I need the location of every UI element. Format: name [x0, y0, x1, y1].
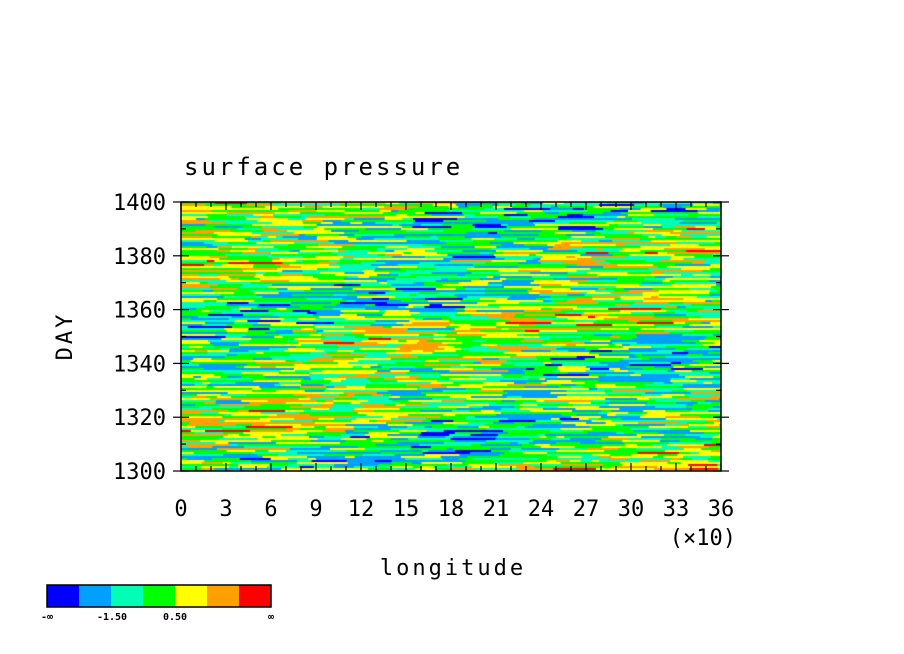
colorbar-label: -1.50: [97, 612, 127, 623]
colorbar-swatch: [47, 585, 79, 607]
x-tick-label: 12: [348, 497, 375, 522]
x-tick-label: 6: [264, 497, 277, 522]
y-tick-label: 1340: [113, 352, 166, 377]
colorbar-swatch: [111, 585, 143, 607]
heatmap-field: [181, 202, 721, 471]
x-tick-label: 24: [528, 497, 555, 522]
y-tick-label: 1320: [113, 406, 166, 431]
x-tick-label: 30: [618, 497, 645, 522]
colorbar-swatch: [207, 585, 239, 607]
chart-title: surface pressure: [184, 153, 463, 181]
colorbar-label: -∞: [41, 612, 53, 623]
x-tick-label: 33: [663, 497, 690, 522]
colorbar-swatch: [79, 585, 111, 607]
x-tick-label: 36: [708, 497, 735, 522]
colorbar-label: ∞: [268, 612, 274, 623]
y-tick-label: 1360: [113, 299, 166, 324]
y-tick-label: 1400: [113, 191, 166, 216]
x-multiplier-label: (×10): [670, 526, 736, 551]
colorbar: -∞ -1.50 0.50 ∞: [41, 584, 274, 623]
y-tick-label: 1300: [113, 460, 166, 485]
x-axis: 0 3 6 9 12 15 18 21 24 27 30 33 36: [174, 202, 734, 522]
x-tick-label: 15: [393, 497, 420, 522]
colorbar-swatch: [239, 585, 271, 607]
x-tick-label: 0: [174, 497, 187, 522]
x-tick-label: 27: [573, 497, 600, 522]
colorbar-label: 0.50: [163, 612, 187, 623]
colorbar-swatch: [143, 585, 175, 607]
colorbar-swatch: [175, 585, 207, 607]
x-tick-label: 21: [483, 497, 510, 522]
x-tick-label: 9: [309, 497, 322, 522]
x-tick-label: 3: [219, 497, 232, 522]
y-tick-label: 1380: [113, 245, 166, 270]
x-tick-label: 18: [438, 497, 465, 522]
x-axis-label: longitude: [380, 556, 526, 581]
heatmap-image: [181, 202, 721, 471]
y-axis: 1300 1320 1340 1360 1380 1400: [113, 191, 729, 485]
colorbar-frame: [46, 584, 272, 608]
y-axis-label: DAY: [53, 312, 78, 361]
